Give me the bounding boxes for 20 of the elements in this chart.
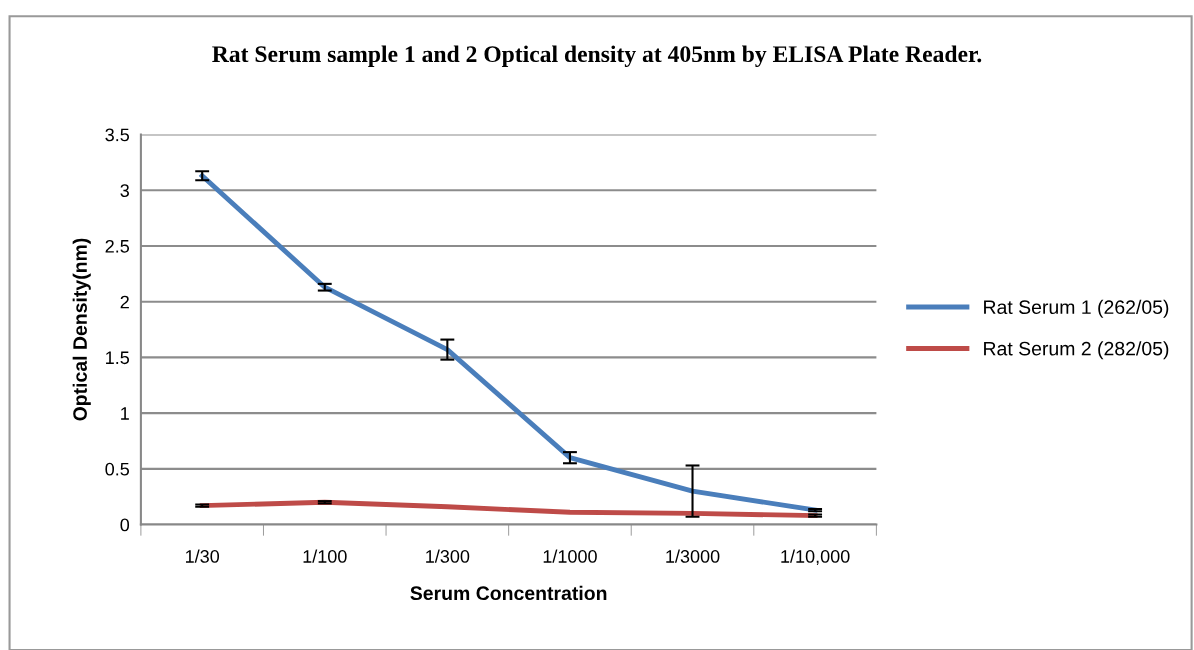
x-tick-label: 1/100 [303, 549, 347, 563]
legend-label: Rat Serum 2 (282/05) [984, 341, 1169, 360]
y-tick-label: 0 [120, 518, 130, 532]
line-series [199, 173, 818, 513]
y-tick-label: 3 [120, 184, 129, 197]
x-axis-title: Serum Concentration [410, 585, 607, 601]
x-tick-label: 1/10,000 [781, 549, 850, 565]
x-tick-label: 1/1000 [543, 549, 597, 563]
y-tick-label: 2 [120, 295, 129, 309]
y-tick-label: 2.5 [105, 239, 130, 253]
x-tick-label: 1/3000 [666, 549, 720, 563]
y-axis-title: Optical Density(nm) [72, 238, 91, 421]
y-tick-label: 1.5 [106, 351, 130, 365]
x-tick-label: 1/300 [426, 549, 470, 563]
x-tick-label: 1/30 [185, 549, 220, 563]
y-tick-label: 1 [121, 407, 129, 420]
y-tick-label: 3.5 [105, 128, 130, 142]
legend-label: Rat Serum 1 (262/05) [984, 299, 1169, 318]
y-tick-label: 0.5 [105, 462, 130, 476]
chart-title: Rat Serum sample 1 and 2 Optical density at 405nm by ELISA Plate Reader. [212, 45, 982, 67]
